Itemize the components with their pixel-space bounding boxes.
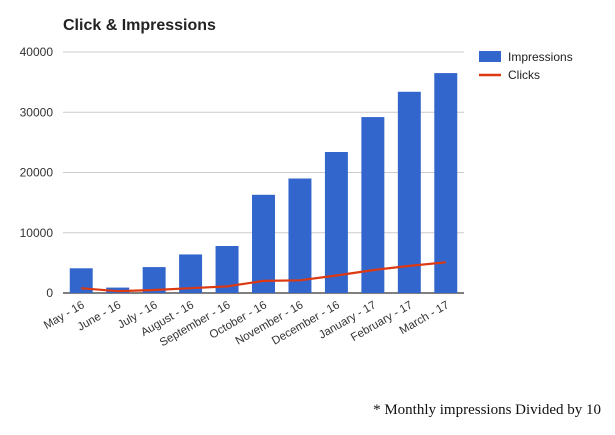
bar-impressions — [434, 73, 458, 294]
legend-label-clicks: Clicks — [508, 68, 540, 82]
footnote: * Monthly impressions Divided by 10 — [373, 402, 601, 418]
bar-impressions — [288, 178, 312, 293]
chart-title: Click & Impressions — [63, 17, 216, 34]
y-axis-tick-labels: 0 10000 20000 30000 40000 — [20, 45, 54, 300]
bar-impressions — [361, 117, 385, 293]
y-tick-label: 20000 — [20, 166, 54, 180]
bar-impressions — [69, 268, 93, 293]
legend-label-impressions: Impressions — [508, 50, 573, 64]
legend: Impressions Clicks — [479, 50, 573, 82]
bar-impressions — [142, 267, 166, 293]
clicks-line-layer — [81, 261, 446, 293]
y-tick-label: 10000 — [20, 226, 54, 240]
bar-impressions — [397, 91, 421, 293]
legend-swatch-impressions — [479, 51, 501, 62]
bar-impressions — [252, 194, 275, 293]
impressions-bars — [69, 73, 458, 294]
bar-impressions — [215, 246, 239, 293]
line-clicks — [81, 261, 446, 293]
bar-impressions — [179, 254, 203, 293]
bar-impressions — [324, 152, 348, 293]
y-tick-label: 30000 — [20, 105, 54, 119]
y-tick-label: 0 — [46, 286, 53, 300]
y-tick-label: 40000 — [20, 45, 54, 59]
